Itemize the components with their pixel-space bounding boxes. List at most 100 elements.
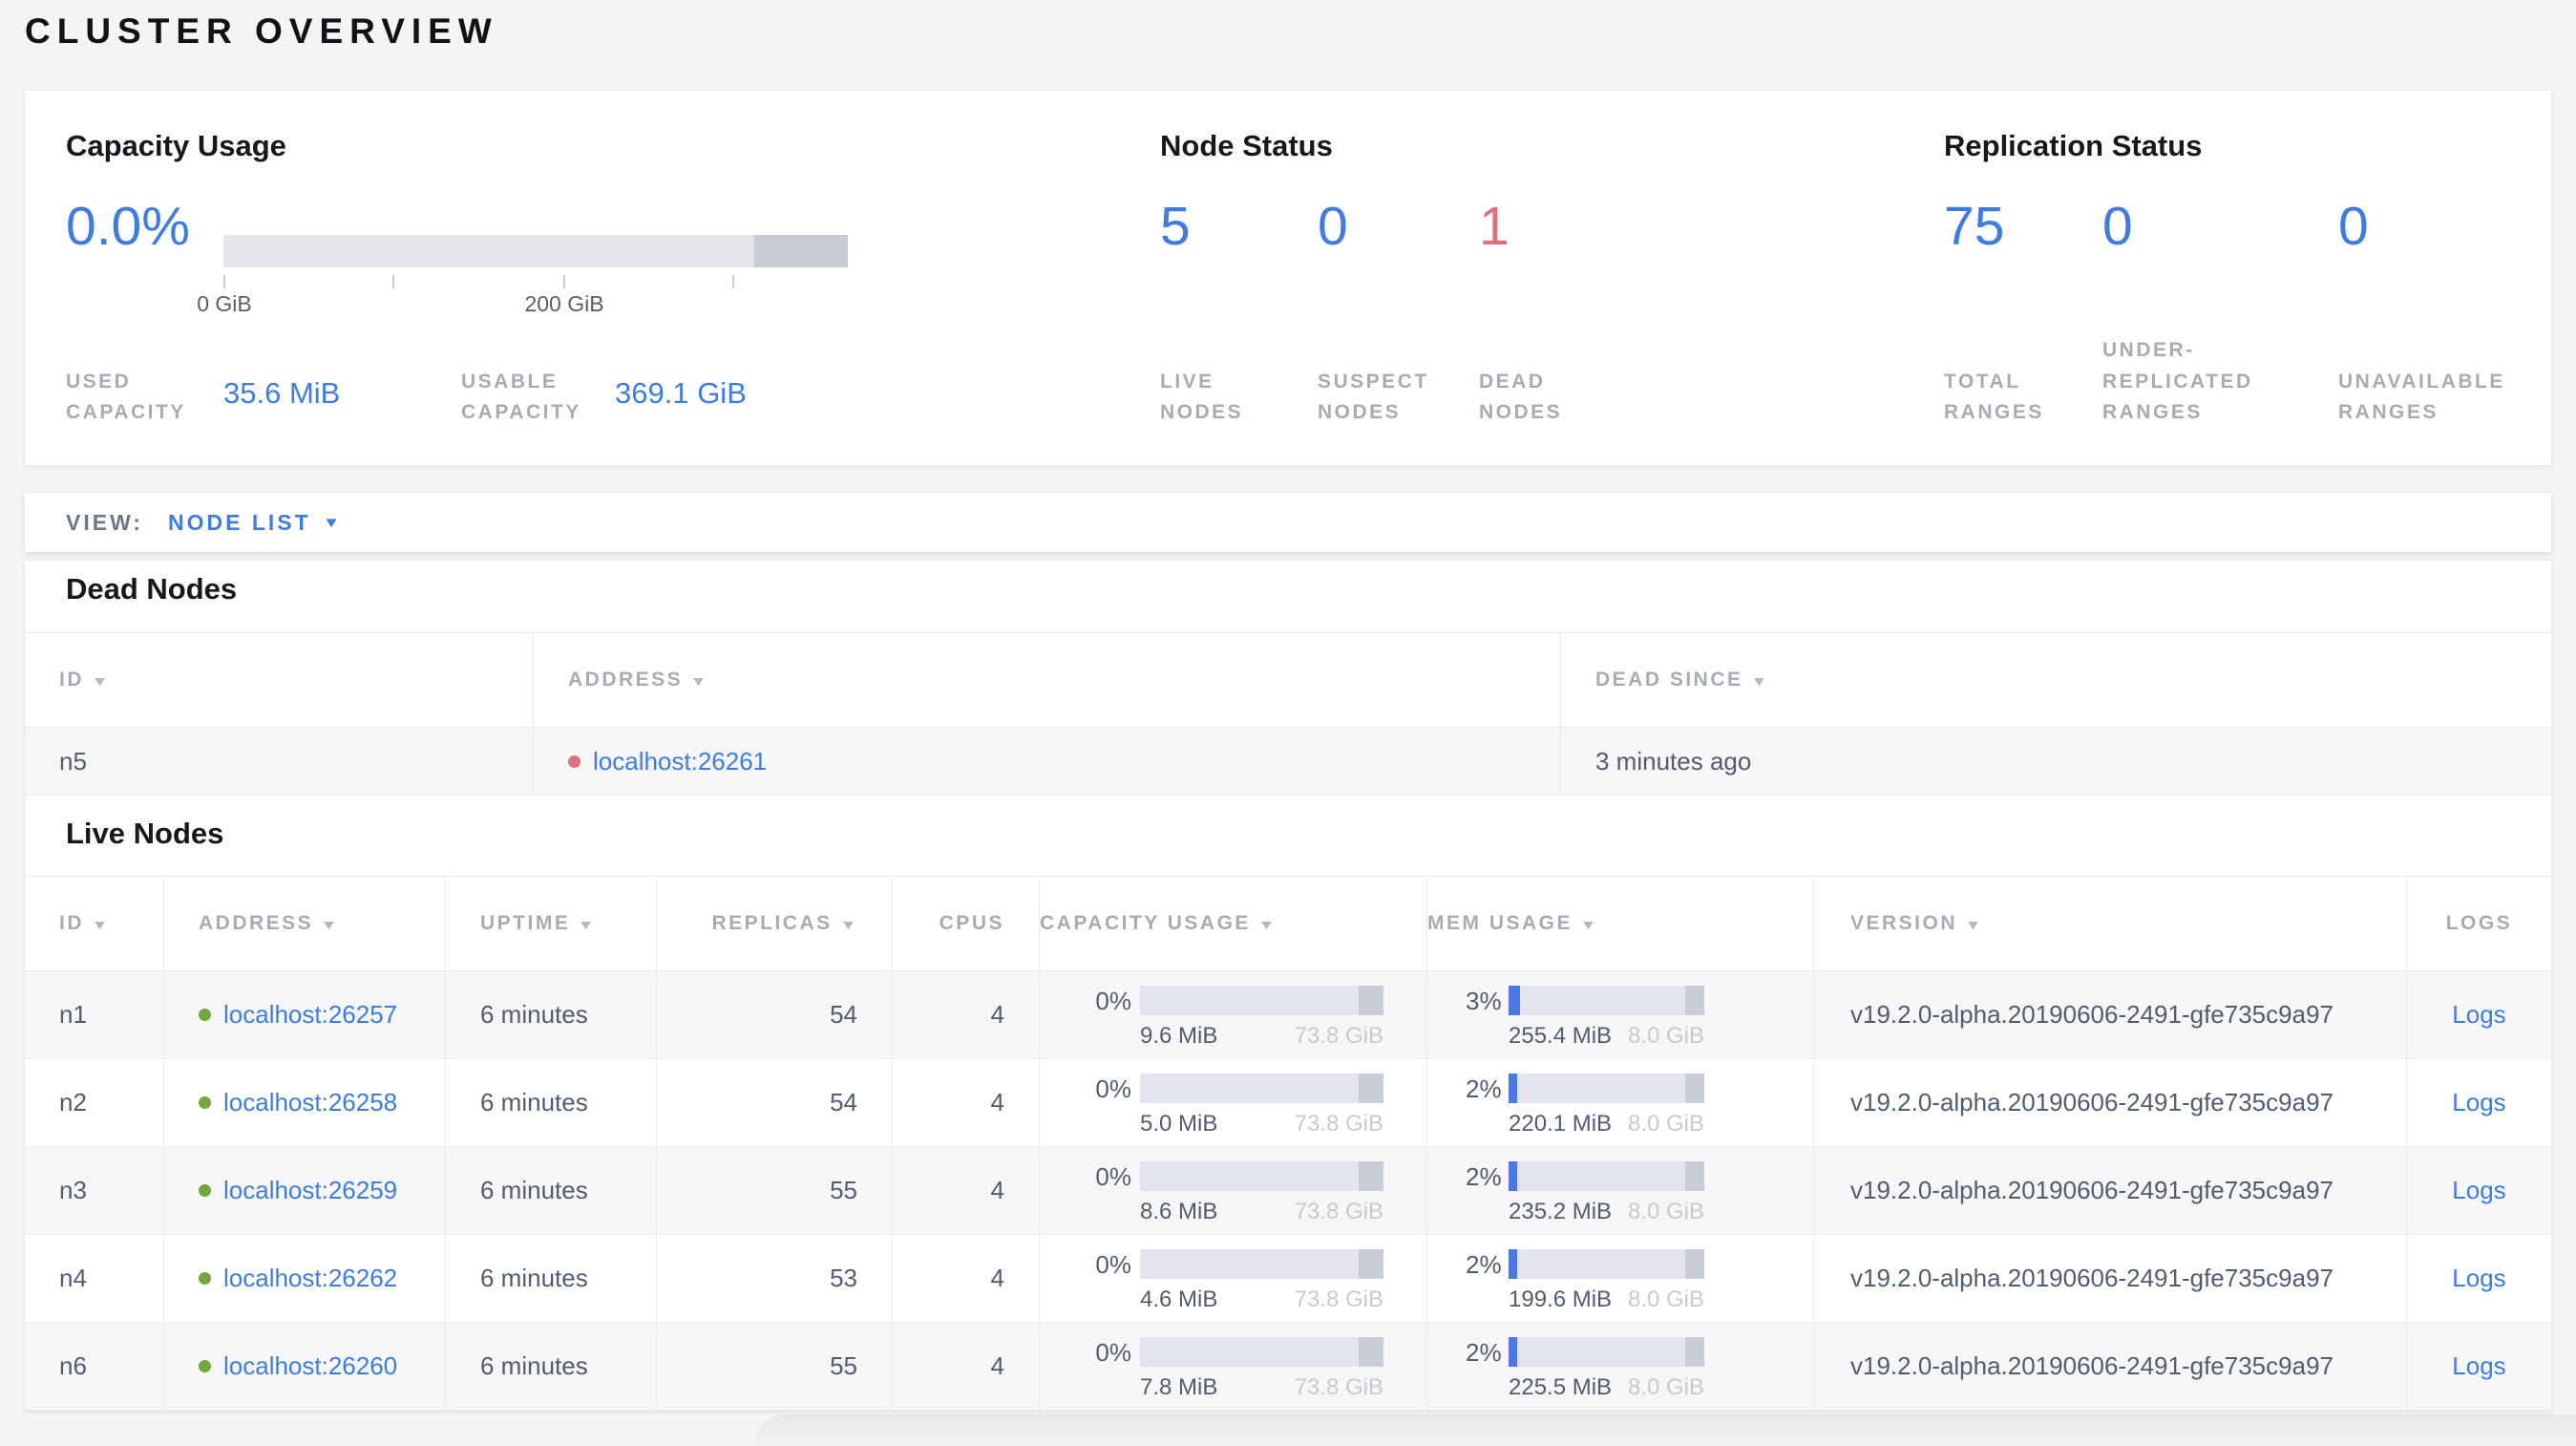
node-live-dot-icon: [199, 1272, 211, 1285]
axis-tick: [392, 275, 394, 288]
dead-nodes-table-body: n5 localhost:26261 3 minutes ago: [25, 728, 2551, 796]
column-header-label: LOGS: [2445, 912, 2513, 934]
node-address-link[interactable]: localhost:26257: [223, 1000, 398, 1029]
usage-used-value: 255.4 MiB: [1509, 1023, 1613, 1049]
sort-icon: ▼: [577, 917, 599, 932]
sort-icon: ▼: [689, 673, 711, 689]
logs-link[interactable]: Logs: [2452, 1088, 2506, 1116]
replication-status-title: Replication Status: [1944, 129, 2203, 162]
total-ranges-count: 75: [1944, 196, 2005, 257]
logs-cell: Logs: [2407, 1235, 2551, 1322]
column-header-replicas[interactable]: REPLICAS ▼: [657, 877, 893, 970]
column-header-logs: LOGS: [2407, 877, 2551, 970]
uptime-cell: 6 minutes: [446, 1147, 657, 1234]
address-cell: localhost:26258: [164, 1059, 446, 1146]
usage-max-value: 8.0 GiB: [1627, 1287, 1704, 1312]
column-header-label: CAPACITY USAGE ▼: [1040, 912, 1278, 934]
usage-bar-track: [1140, 1337, 1383, 1367]
replicas-cell-text: 54: [830, 1088, 857, 1116]
replicas-cell: 55: [657, 1147, 893, 1234]
usage-used-value: 225.5 MiB: [1509, 1374, 1613, 1400]
usage-values: 7.8 MiB 73.8 GiB: [1140, 1376, 1383, 1399]
address-cell: localhost:26257: [164, 971, 446, 1058]
page-title: CLUSTER OVERVIEW: [25, 11, 498, 51]
usage-used-value: 5.0 MiB: [1140, 1111, 1218, 1137]
node-status-title: Node Status: [1160, 129, 1333, 162]
logs-link[interactable]: Logs: [2452, 1000, 2506, 1029]
node-address-link[interactable]: localhost:26260: [223, 1351, 398, 1380]
usage-values: 8.6 MiB 73.8 GiB: [1140, 1201, 1383, 1223]
view-dropdown-value[interactable]: NODE LIST: [168, 509, 311, 535]
dead-nodes-table: ID ▼ ADDRESS ▼ DEAD SINCE ▼ n5 localhost:26261…: [25, 632, 2551, 796]
used-capacity-value: 35.6 MiB: [223, 376, 341, 410]
column-header-dead-since[interactable]: DEAD SINCE ▼: [1561, 633, 2551, 727]
node-id-cell-text: n4: [59, 1264, 87, 1292]
version-cell: v19.2.0-alpha.20190606-2491-gfe735c9a97: [1814, 1147, 2407, 1234]
node-address-link[interactable]: localhost:26261: [593, 746, 768, 776]
view-dropdown[interactable]: NODE LIST ▼: [168, 510, 342, 536]
usage-used-value: 199.6 MiB: [1509, 1287, 1613, 1312]
usage-bar-column: 199.6 MiB 8.0 GiB: [1509, 1249, 1704, 1311]
usage-percent: 2%: [1466, 1074, 1502, 1103]
logs-cell: Logs: [2407, 971, 2551, 1058]
under-replicated-label: UNDER- REPLICATED RANGES: [2102, 339, 2253, 424]
logs-link[interactable]: Logs: [2452, 1264, 2506, 1292]
usage-max-value: 73.8 GiB: [1294, 1111, 1383, 1137]
axis-label-zero: 0 GiB: [197, 291, 252, 316]
usage-max-value: 73.8 GiB: [1294, 1023, 1383, 1049]
used-capacity-label: USED CAPACITY: [66, 370, 186, 424]
node-live-dot-icon: [199, 1096, 211, 1109]
node-address-link[interactable]: localhost:26259: [223, 1176, 398, 1204]
live-node-row: n2 localhost:26258 6 minutes 54 4 0% 5.0 MiB 73…: [25, 1059, 2551, 1147]
node-address-link[interactable]: localhost:26258: [223, 1088, 398, 1116]
usage-used-value: 4.6 MiB: [1140, 1287, 1218, 1312]
uptime-cell-text: 6 minutes: [480, 1176, 588, 1204]
node-id-cell: n5: [25, 728, 534, 795]
usage-percent: 3%: [1466, 987, 1502, 1015]
node-live-dot-icon: [199, 1009, 211, 1021]
column-header-label: CPUS: [939, 912, 1004, 934]
node-id-cell-text: n3: [59, 1176, 87, 1204]
unavailable-ranges-label: UNAVAILABLE RANGES: [2338, 370, 2505, 424]
cpus-cell-text: 4: [990, 1000, 1004, 1029]
usage-bar-fill: [1509, 986, 1520, 1015]
usage-bar-column: 255.4 MiB 8.0 GiB: [1509, 986, 1704, 1048]
replicas-cell-text: 55: [830, 1176, 857, 1204]
column-header-label: UPTIME ▼: [480, 912, 599, 934]
logs-link[interactable]: Logs: [2452, 1351, 2506, 1380]
version-cell-text: v19.2.0-alpha.20190606-2491-gfe735c9a97: [1850, 1351, 2333, 1380]
column-header-address[interactable]: ADDRESS ▼: [164, 877, 446, 970]
column-header-mem-usage[interactable]: MEM USAGE ▼: [1427, 877, 1814, 970]
logs-link[interactable]: Logs: [2452, 1176, 2506, 1204]
nodes-section: Dead Nodes ID ▼ ADDRESS ▼ DEAD SINCE ▼ n5 loca…: [25, 561, 2551, 1411]
unavailable-ranges-count: 0: [2338, 196, 2369, 257]
usage-max-value: 8.0 GiB: [1627, 1374, 1704, 1400]
column-header-id[interactable]: ID ▼: [25, 633, 534, 727]
column-header-capacity-usage[interactable]: CAPACITY USAGE ▼: [1040, 877, 1427, 970]
column-header-version[interactable]: VERSION ▼: [1814, 877, 2407, 970]
cpus-cell-text: 4: [990, 1264, 1004, 1292]
column-header-uptime[interactable]: UPTIME ▼: [446, 877, 657, 970]
replicas-cell: 55: [657, 1323, 893, 1410]
live-node-row: n1 localhost:26257 6 minutes 54 4 0% 9.6 MiB 73…: [25, 971, 2551, 1059]
usage-max-value: 73.8 GiB: [1294, 1287, 1383, 1312]
column-header-id[interactable]: ID ▼: [25, 877, 164, 970]
cpus-cell: 4: [893, 971, 1040, 1058]
sort-icon: ▼: [1579, 917, 1600, 932]
uptime-cell: 6 minutes: [446, 1323, 657, 1410]
node-address-link[interactable]: localhost:26262: [223, 1264, 398, 1292]
usage-bar-other-segment: [1685, 1249, 1704, 1279]
usage-bar-column: 225.5 MiB 8.0 GiB: [1509, 1337, 1704, 1399]
live-node-row: n3 localhost:26259 6 minutes 55 4 0% 8.6 MiB 73…: [25, 1147, 2551, 1235]
usage-max-value: 73.8 GiB: [1294, 1374, 1383, 1400]
usage-values: 5.0 MiB 73.8 GiB: [1140, 1113, 1383, 1136]
capacity-usage-cell: 0% 4.6 MiB 73.8 GiB: [1040, 1235, 1427, 1322]
usage-bar-track: [1140, 1161, 1383, 1191]
column-header-address[interactable]: ADDRESS ▼: [534, 633, 1561, 727]
version-cell: v19.2.0-alpha.20190606-2491-gfe735c9a97: [1814, 1323, 2407, 1410]
version-cell-text: v19.2.0-alpha.20190606-2491-gfe735c9a97: [1850, 1000, 2333, 1029]
usage-values: 9.6 MiB 73.8 GiB: [1140, 1025, 1383, 1048]
dead-nodes-count: 1: [1479, 196, 1510, 257]
replicas-cell: 54: [657, 1059, 893, 1146]
node-id-cell: n6: [25, 1323, 164, 1410]
